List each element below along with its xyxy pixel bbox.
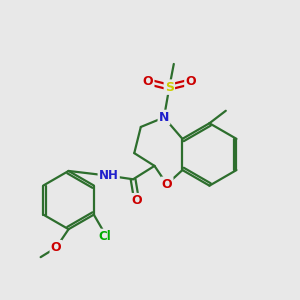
Text: O: O: [142, 75, 153, 88]
Text: O: O: [185, 75, 196, 88]
Text: O: O: [51, 241, 62, 254]
Text: O: O: [131, 194, 142, 207]
Text: N: N: [159, 111, 169, 124]
Text: Cl: Cl: [98, 230, 111, 243]
Text: NH: NH: [99, 169, 118, 182]
Text: O: O: [162, 178, 172, 191]
Text: S: S: [165, 81, 174, 94]
